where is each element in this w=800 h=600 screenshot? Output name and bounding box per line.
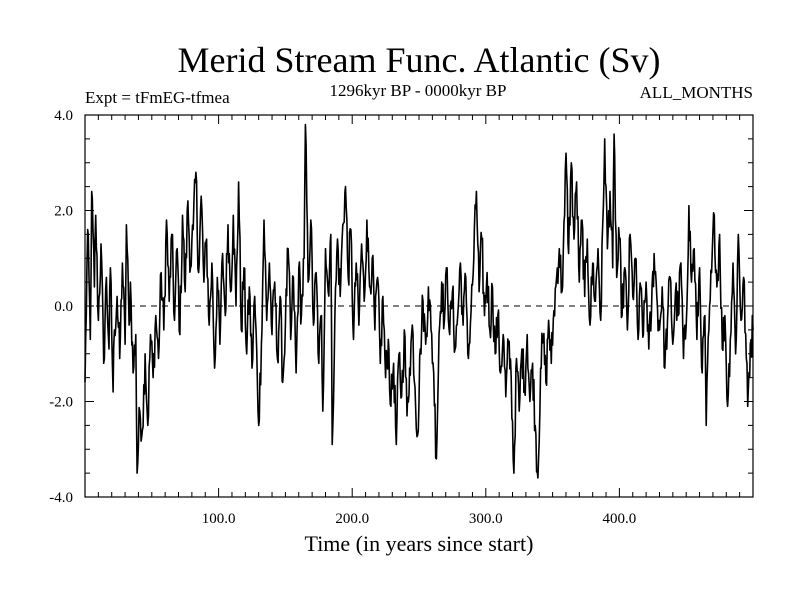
x-tick-label: 400.0 — [603, 511, 637, 527]
experiment-label: Expt = tFmEG-tfmea — [85, 88, 230, 107]
y-tick-label: -2.0 — [49, 395, 73, 411]
y-tick-label: 4.0 — [54, 108, 73, 124]
y-tick-label: 0.0 — [54, 299, 73, 315]
x-tick-label: 300.0 — [469, 511, 503, 527]
time-range-label: 1296kyr BP - 0000kyr BP — [330, 81, 507, 100]
months-label: ALL_MONTHS — [640, 83, 753, 102]
chart-title: Merid Stream Func. Atlantic (Sv) — [178, 40, 661, 80]
y-axis: 4.0 2.0 0.0 -2.0 -4.0 — [49, 108, 753, 506]
y-tick-label: -4.0 — [49, 490, 73, 506]
y-tick-label: 2.0 — [54, 204, 73, 220]
plot-area — [84, 123, 754, 479]
series-line-merid-stream-func — [84, 123, 754, 479]
x-tick-label: 200.0 — [335, 511, 369, 527]
x-axis-label: Time (in years since start) — [305, 531, 534, 556]
x-axis: 100.0 200.0 300.0 400.0 — [97, 115, 741, 527]
x-tick-label: 100.0 — [202, 511, 236, 527]
